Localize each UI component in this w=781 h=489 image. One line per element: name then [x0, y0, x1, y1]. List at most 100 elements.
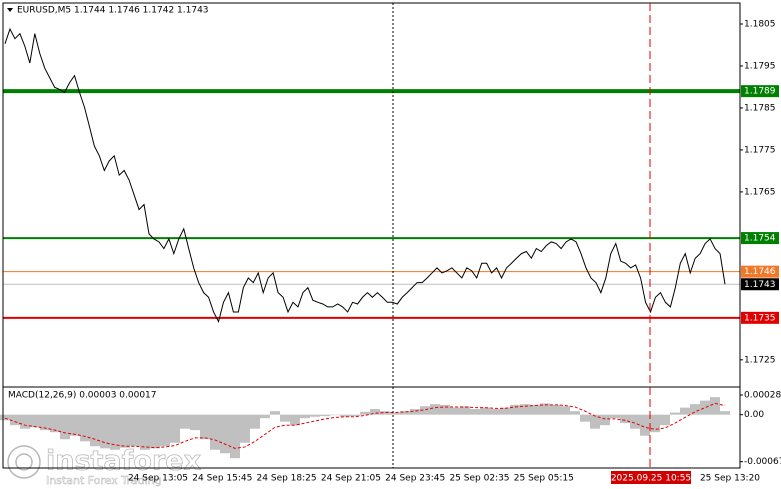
histogram-bar [640, 414, 650, 436]
crosshair-label: 2025.09.25 10:55 [611, 474, 691, 484]
histogram-bar [470, 409, 480, 415]
histogram-bar [570, 411, 580, 415]
title-arrow [7, 8, 13, 12]
macd-title: MACD(12,26,9) 0.00003 0.00017 [8, 391, 157, 401]
y-tick-label: 1.1805 [744, 19, 776, 29]
histogram-bar [590, 414, 600, 429]
histogram-bar [650, 414, 660, 433]
histogram-bar [610, 414, 620, 419]
histogram-bar [530, 404, 540, 415]
histogram-bar [580, 414, 590, 422]
histogram-bar [260, 414, 270, 419]
histogram-bar [350, 414, 360, 417]
level-label: 1.1743 [744, 280, 776, 290]
y-tick-label: 1.1775 [744, 145, 776, 155]
histogram-bar [60, 414, 70, 440]
macd-panel [0, 397, 730, 459]
histogram-bar [400, 411, 410, 415]
histogram-bar [10, 414, 20, 426]
level-label-bg [741, 311, 779, 324]
histogram-bar [700, 400, 710, 415]
histogram-bar [380, 411, 390, 415]
histogram-bar [520, 404, 530, 415]
y-tick-label: 0.00028 [744, 391, 781, 401]
x-tick-label: 25 Sep 02:35 [449, 474, 509, 484]
histogram-bar [360, 411, 370, 415]
histogram-bar [150, 414, 160, 449]
level-label-bg [741, 85, 779, 98]
histogram-bar [290, 414, 300, 426]
histogram-bar [450, 407, 460, 415]
histogram-bar [100, 414, 110, 449]
histogram-bar [170, 414, 180, 443]
level-label: 1.1789 [744, 87, 776, 97]
histogram-bar [160, 414, 170, 447]
histogram-bar [300, 414, 310, 419]
x-tick-label: 25 Sep 13:20 [700, 474, 760, 484]
histogram-bar [670, 412, 680, 415]
histogram-bar [220, 414, 230, 454]
histogram-bar [480, 407, 490, 415]
histogram-bar [120, 414, 130, 448]
histogram-bar [180, 414, 190, 429]
y-tick-label: 1.1795 [744, 61, 776, 71]
histogram-bar [0, 414, 10, 421]
histogram-bar [510, 404, 520, 415]
histogram-bar [680, 407, 690, 415]
price-panel [3, 27, 740, 324]
histogram-bar [30, 414, 40, 428]
histogram-bar [80, 414, 90, 442]
level-label-bg [741, 265, 779, 278]
watermark-brand: instaforex [46, 446, 201, 477]
histogram-bar [140, 414, 150, 450]
level-label: 1.1735 [744, 313, 776, 323]
histogram-bar [270, 411, 280, 415]
level-label: 1.1746 [744, 267, 776, 277]
histogram-bar [460, 406, 470, 415]
histogram-bar [40, 414, 50, 431]
x-tick-label: 24 Sep 21:05 [321, 474, 381, 484]
histogram-bar [20, 414, 30, 429]
histogram-bar [440, 404, 450, 415]
histogram-bar [490, 409, 500, 415]
histogram-bar [410, 409, 420, 415]
histogram-bar [630, 414, 640, 429]
price-line [4, 27, 726, 324]
signal-line [4, 402, 726, 449]
histogram-bar [540, 403, 550, 415]
histogram-bar [110, 414, 120, 450]
histogram-bar [70, 414, 80, 436]
axes: 1.1805 1.1795 1.1785 1.1775 1.1765 1.1725 1.17… [128, 19, 781, 484]
histogram-bar [340, 414, 350, 417]
histogram-bar [500, 407, 510, 415]
watermark-logo [7, 445, 41, 479]
x-tick-label: 24 Sep 23:45 [385, 474, 445, 484]
watermark-logo-inner [15, 453, 33, 471]
x-tick-label: 24 Sep 13:05 [128, 474, 188, 484]
y-tick-label: 1.1725 [744, 355, 776, 365]
watermark: instaforex Instant Forex Trading [7, 445, 201, 487]
histogram-bar [280, 414, 290, 422]
histogram-bar [430, 404, 440, 415]
crosshair-label-bg [611, 471, 691, 484]
level-label-bg [741, 278, 779, 291]
histogram-bar [390, 412, 400, 415]
histogram-bar [690, 404, 700, 415]
x-tick-label: 24 Sep 18:25 [257, 474, 317, 484]
y-tick-label: -0.00067 [744, 457, 781, 467]
x-tick-label: 25 Sep 05:15 [514, 474, 574, 484]
histogram-bar [310, 414, 320, 417]
histogram-bar [560, 406, 570, 415]
histogram-bar [660, 414, 670, 426]
chart-title: EURUSD,M5 1.1744 1.1746 1.1742 1.1743 [17, 6, 209, 16]
histogram-bar [330, 414, 340, 416]
histogram-bar [710, 397, 720, 415]
histogram-bar [420, 406, 430, 415]
histogram-bar [50, 414, 60, 433]
histogram-bar [200, 414, 210, 440]
y-tick-label: 1.1785 [744, 103, 776, 113]
histogram-bar [620, 414, 630, 424]
histogram-bar [130, 414, 140, 447]
